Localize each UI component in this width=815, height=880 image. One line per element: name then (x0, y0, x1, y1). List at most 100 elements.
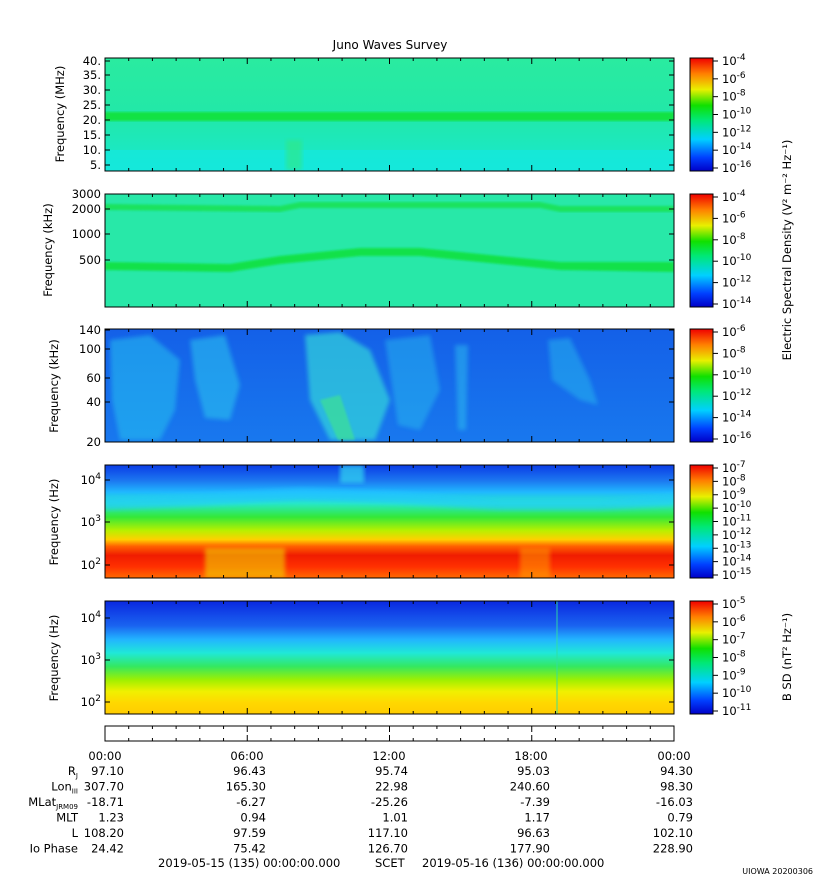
ephemeris-value: -25.26 (371, 795, 408, 809)
y-tick-label: 102 (81, 557, 101, 572)
y-tick-label: 20 (86, 435, 101, 449)
colorbar-tick-label: 10-9 (722, 667, 746, 682)
y-tick-label: 104 (81, 472, 102, 487)
panel-2-spectrogram (105, 194, 674, 307)
x-tick-marks (104, 58, 675, 741)
ephemeris-row-label: MLatJRM09 (28, 795, 78, 811)
colorbar-label-magnetic: B SD (nT² Hz⁻¹) (780, 613, 794, 701)
ephemeris-value: 75.42 (233, 842, 266, 856)
y-tick-label: 5. (90, 158, 101, 172)
footer-start-time: 2019-05-15 (135) 00:00:00.000 (158, 856, 340, 870)
colorbar-tick-label: 10-8 (722, 232, 746, 247)
colorbar-tick-label: 10-6 (722, 210, 746, 225)
ylabel-panel-3: Frequency (kHz) (47, 339, 61, 432)
ephemeris-value: 1.17 (524, 811, 550, 825)
colorbar-3 (689, 328, 714, 443)
ephemeris-value: 0.79 (667, 811, 693, 825)
ephemeris-value: -6.27 (236, 795, 266, 809)
y-tick-label: 102 (81, 694, 101, 709)
ephemeris-value: 97.59 (233, 826, 266, 840)
colorbar-4 (689, 464, 714, 579)
ylabel-panel-2: Frequency (kHz) (41, 203, 55, 296)
ephemeris-value: 96.63 (517, 826, 550, 840)
ylabel-panel-4: Frequency (Hz) (47, 479, 61, 566)
chart-title: Juno Waves Survey (332, 38, 448, 52)
ephemeris-value: 97.10 (91, 764, 124, 778)
y-tick-label: 2000 (72, 202, 101, 216)
colorbar-tick-label: 10-6 (722, 71, 746, 86)
ephemeris-row-label: MLT (56, 811, 79, 825)
ephemeris-row-label: RJ (68, 764, 78, 780)
footer-scet: SCET (375, 856, 406, 870)
colorbar-tick-label: 10-14 (722, 410, 752, 425)
ephemeris-value: 108.20 (84, 826, 124, 840)
ylabel-panel-5: Frequency (Hz) (47, 615, 61, 702)
y-tick-label: 20. (83, 113, 101, 127)
ephemeris-value: 95.03 (517, 764, 550, 778)
colorbar-tick-label: 10-12 (722, 388, 751, 403)
y-tick-label: 100 (79, 342, 101, 356)
ephemeris-value: 126.70 (368, 842, 408, 856)
y-tick-label: 140 (79, 323, 101, 337)
y-tick-label: 25. (83, 98, 101, 112)
colorbar-2 (689, 193, 714, 308)
colorbar-tick-label: 10-12 (722, 275, 751, 290)
y-tick-label: 40 (86, 395, 101, 409)
y-tick-label: 40. (83, 54, 101, 68)
ephemeris-value: 0.94 (240, 811, 266, 825)
ephemeris-value: 165.30 (226, 780, 266, 794)
colorbar-tick-label: 10-5 (722, 596, 746, 611)
y-tick-label: 15. (83, 128, 101, 142)
colorbar-tick-label: 10-16 (722, 431, 752, 446)
ylabel-panel-1: Frequency (MHz) (53, 66, 67, 163)
colorbar-tick-label: 10-15 (722, 567, 751, 582)
ephemeris-value: 102.10 (653, 826, 693, 840)
colorbar-tick-label: 10-4 (722, 189, 746, 204)
colorbar-label-electric: Electric Spectral Density (V² m⁻² Hz⁻¹) (780, 140, 794, 361)
colorbar-tick-label: 10-10 (722, 367, 752, 382)
ephemeris-value: 94.30 (660, 764, 693, 778)
ephemeris-value: -7.39 (520, 795, 550, 809)
y-tick-label: 103 (81, 514, 101, 529)
time-label: 00:00 (88, 749, 121, 763)
colorbar-tick-label: 10-16 (722, 160, 752, 175)
ephemeris-value: 1.01 (382, 811, 408, 825)
ephemeris-value: 307.70 (84, 780, 124, 794)
ephemeris-value: 98.30 (660, 780, 693, 794)
colorbar-tick-label: 10-8 (722, 345, 746, 360)
time-label: 00:00 (657, 749, 690, 763)
colorbar-tick-label: 10-8 (722, 89, 746, 104)
footer-end-time: 2019-05-16 (136) 00:00:00.000 (422, 856, 604, 870)
time-label: 12:00 (372, 749, 405, 763)
panel-3-spectrogram (105, 329, 674, 442)
ephemeris-value: 1.23 (98, 811, 124, 825)
time-label: 18:00 (514, 749, 547, 763)
y-tick-label: 10. (83, 143, 101, 157)
colorbar-tick-label: 10-10 (722, 107, 752, 122)
ephemeris-row-label: Io Phase (30, 842, 78, 856)
colorbar-tick-label: 10-10 (722, 685, 752, 700)
ephemeris-value: 228.90 (653, 842, 693, 856)
y-tick-label: 500 (79, 253, 101, 267)
panel-5-spectrogram (105, 601, 674, 714)
ephemeris-value: -18.71 (87, 795, 124, 809)
y-tick-label: 3000 (72, 187, 101, 201)
ephemeris-row-label: LonIII (51, 780, 78, 796)
ephemeris-row-label: L (72, 826, 79, 840)
colorbar-tick-label: 10-8 (722, 650, 746, 665)
ephemeris-value: 177.90 (510, 842, 550, 856)
panel-4-spectrogram (105, 465, 674, 578)
colorbar-tick-label: 10-10 (722, 253, 752, 268)
colorbar-tick-label: 10-14 (722, 142, 752, 157)
colorbar-tick-label: 10-12 (722, 124, 751, 139)
panel-1-spectrogram (105, 58, 674, 171)
ephemeris-table: RJ 97.10 96.43 95.74 95.03 94.30 LonIII 307.70 1… (28, 764, 693, 856)
ephemeris-value: 24.42 (91, 842, 124, 856)
colorbar-tick-label: 10-11 (722, 703, 751, 718)
ephemeris-value: 117.10 (368, 826, 408, 840)
colorbar-tick-label: 10-14 (722, 296, 752, 311)
y-tick-label: 1000 (72, 227, 101, 241)
ephemeris-value: 240.60 (510, 780, 550, 794)
y-tick-label: 103 (81, 652, 101, 667)
